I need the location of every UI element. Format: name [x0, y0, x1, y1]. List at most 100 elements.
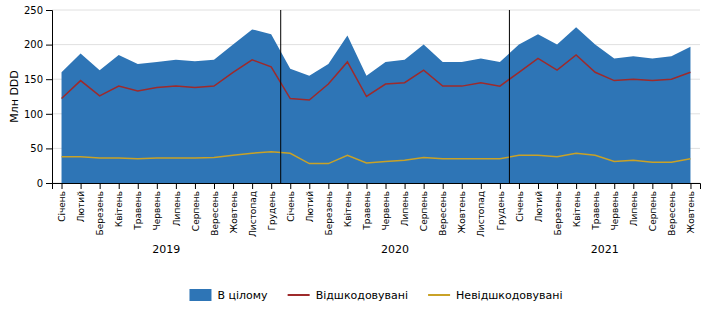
- x-tick: Травень: [133, 183, 143, 231]
- x-tick-mark: [176, 183, 177, 189]
- x-tick: Травень: [362, 183, 372, 231]
- x-tick: Червень: [152, 183, 162, 230]
- x-tick-mark: [424, 183, 425, 189]
- x-tick: Жовтень: [457, 183, 467, 233]
- x-tick-mark: [214, 183, 215, 189]
- x-tick-label: Жовтень: [229, 191, 239, 233]
- x-tick-label: Травень: [591, 191, 601, 231]
- x-tick-mark: [652, 183, 653, 189]
- x-tick-mark: [233, 183, 234, 189]
- legend-item: Невідшкодовувані: [428, 289, 562, 302]
- x-tick-label: Жовтень: [457, 191, 467, 233]
- grid: [52, 10, 700, 183]
- x-tick-label: Лютий: [534, 191, 544, 222]
- x-tick-mark: [443, 183, 444, 189]
- x-tick-label: Вересень: [667, 191, 677, 236]
- y-tick-mark: [46, 10, 52, 11]
- legend-item: В цілому: [189, 289, 268, 302]
- x-tick: Січень: [515, 183, 525, 222]
- x-tick-mark: [519, 183, 520, 189]
- y-tick-label: 100: [24, 109, 43, 120]
- x-tick-mark: [614, 183, 615, 189]
- x-tick-label: Червень: [152, 191, 162, 230]
- legend: В цілому Відшкодовувані Невідшкодовувані: [189, 289, 562, 302]
- y-tick-label: 0: [37, 178, 43, 189]
- legend-swatch: [288, 294, 310, 296]
- x-tick-mark: [309, 183, 310, 189]
- x-tick: Травень: [591, 183, 601, 231]
- x-tick: Серпень: [191, 183, 201, 231]
- year-separator: [509, 10, 510, 183]
- y-tick-mark: [46, 183, 52, 184]
- x-tick-mark: [405, 183, 406, 189]
- line: [62, 55, 691, 100]
- x-tick: Лютий: [534, 183, 544, 222]
- x-tick-mark: [671, 183, 672, 189]
- x-tick-mark: [328, 183, 329, 189]
- x-tick: Серпень: [419, 183, 429, 231]
- x-tick-mark: [290, 183, 291, 189]
- x-tick-label: Грудень: [267, 191, 277, 230]
- x-tick-label: Березень: [95, 191, 105, 235]
- x-tick-label: Серпень: [191, 191, 201, 231]
- x-tick-mark: [595, 183, 596, 189]
- legend-item: Відшкодовувані: [288, 289, 408, 302]
- x-tick-label: Серпень: [419, 191, 429, 231]
- x-tick: Квітень: [572, 183, 582, 227]
- x-tick-mark: [576, 183, 577, 189]
- y-tick: 0: [37, 178, 52, 189]
- y-axis-title: Млн DDD: [8, 70, 21, 123]
- x-tick: Червень: [610, 183, 620, 230]
- x-axis: Січень Лютий Березень Квітень Травень Червень…: [53, 183, 701, 237]
- x-tick-label: Листопад: [476, 191, 486, 237]
- y-tick-label: 250: [24, 5, 43, 16]
- x-tick-mark: [481, 183, 482, 189]
- line: [62, 152, 691, 164]
- area: [62, 27, 691, 183]
- x-tick-label: Травень: [362, 191, 372, 231]
- x-tick: Лютий: [305, 183, 315, 222]
- x-tick: Квітень: [343, 183, 353, 227]
- x-tick: Березень: [324, 183, 334, 235]
- y-tick-label: 200: [24, 39, 43, 50]
- x-tick-label: Вересень: [438, 191, 448, 236]
- y-tick: 200: [24, 39, 52, 50]
- x-tick-mark: [119, 183, 120, 189]
- x-tick-label: Січень: [286, 191, 296, 222]
- x-tick-label: Серпень: [648, 191, 658, 231]
- grid-line: [52, 44, 700, 45]
- x-tick-mark: [252, 183, 253, 189]
- legend-swatch: [189, 289, 211, 301]
- x-tick-mark: [386, 183, 387, 189]
- x-tick-mark: [500, 183, 501, 189]
- x-tick-label: Квітень: [114, 191, 124, 227]
- grid-line: [52, 10, 700, 11]
- legend-swatch: [428, 294, 450, 296]
- x-tick-label: Липень: [629, 191, 639, 226]
- x-tick-label: Лютий: [305, 191, 315, 222]
- x-tick-mark: [157, 183, 158, 189]
- x-tick-label: Січень: [515, 191, 525, 222]
- x-tick-mark: [462, 183, 463, 189]
- x-tick: Липень: [400, 183, 410, 226]
- x-tick-mark: [81, 183, 82, 189]
- x-tick: Січень: [286, 183, 296, 222]
- x-tick-mark: [62, 183, 63, 189]
- x-tick: Грудень: [267, 183, 277, 230]
- x-tick-label: Квітень: [572, 191, 582, 227]
- x-tick-label: Липень: [400, 191, 410, 226]
- y-tick-mark: [46, 79, 52, 80]
- year-label: 2019: [152, 243, 180, 256]
- x-tick-mark: [633, 183, 634, 189]
- x-tick-label: Січень: [57, 191, 67, 222]
- x-tick-label: Листопад: [248, 191, 258, 237]
- x-tick-mark: [557, 183, 558, 189]
- x-tick-label: Червень: [381, 191, 391, 230]
- x-tick: Липень: [629, 183, 639, 226]
- x-tick: Вересень: [667, 183, 677, 236]
- legend-label: Невідшкодовувані: [456, 289, 562, 302]
- year-label: 2020: [381, 243, 409, 256]
- x-tick-mark: [538, 183, 539, 189]
- legend-label: В цілому: [217, 289, 268, 302]
- x-tick: Березень: [553, 183, 563, 235]
